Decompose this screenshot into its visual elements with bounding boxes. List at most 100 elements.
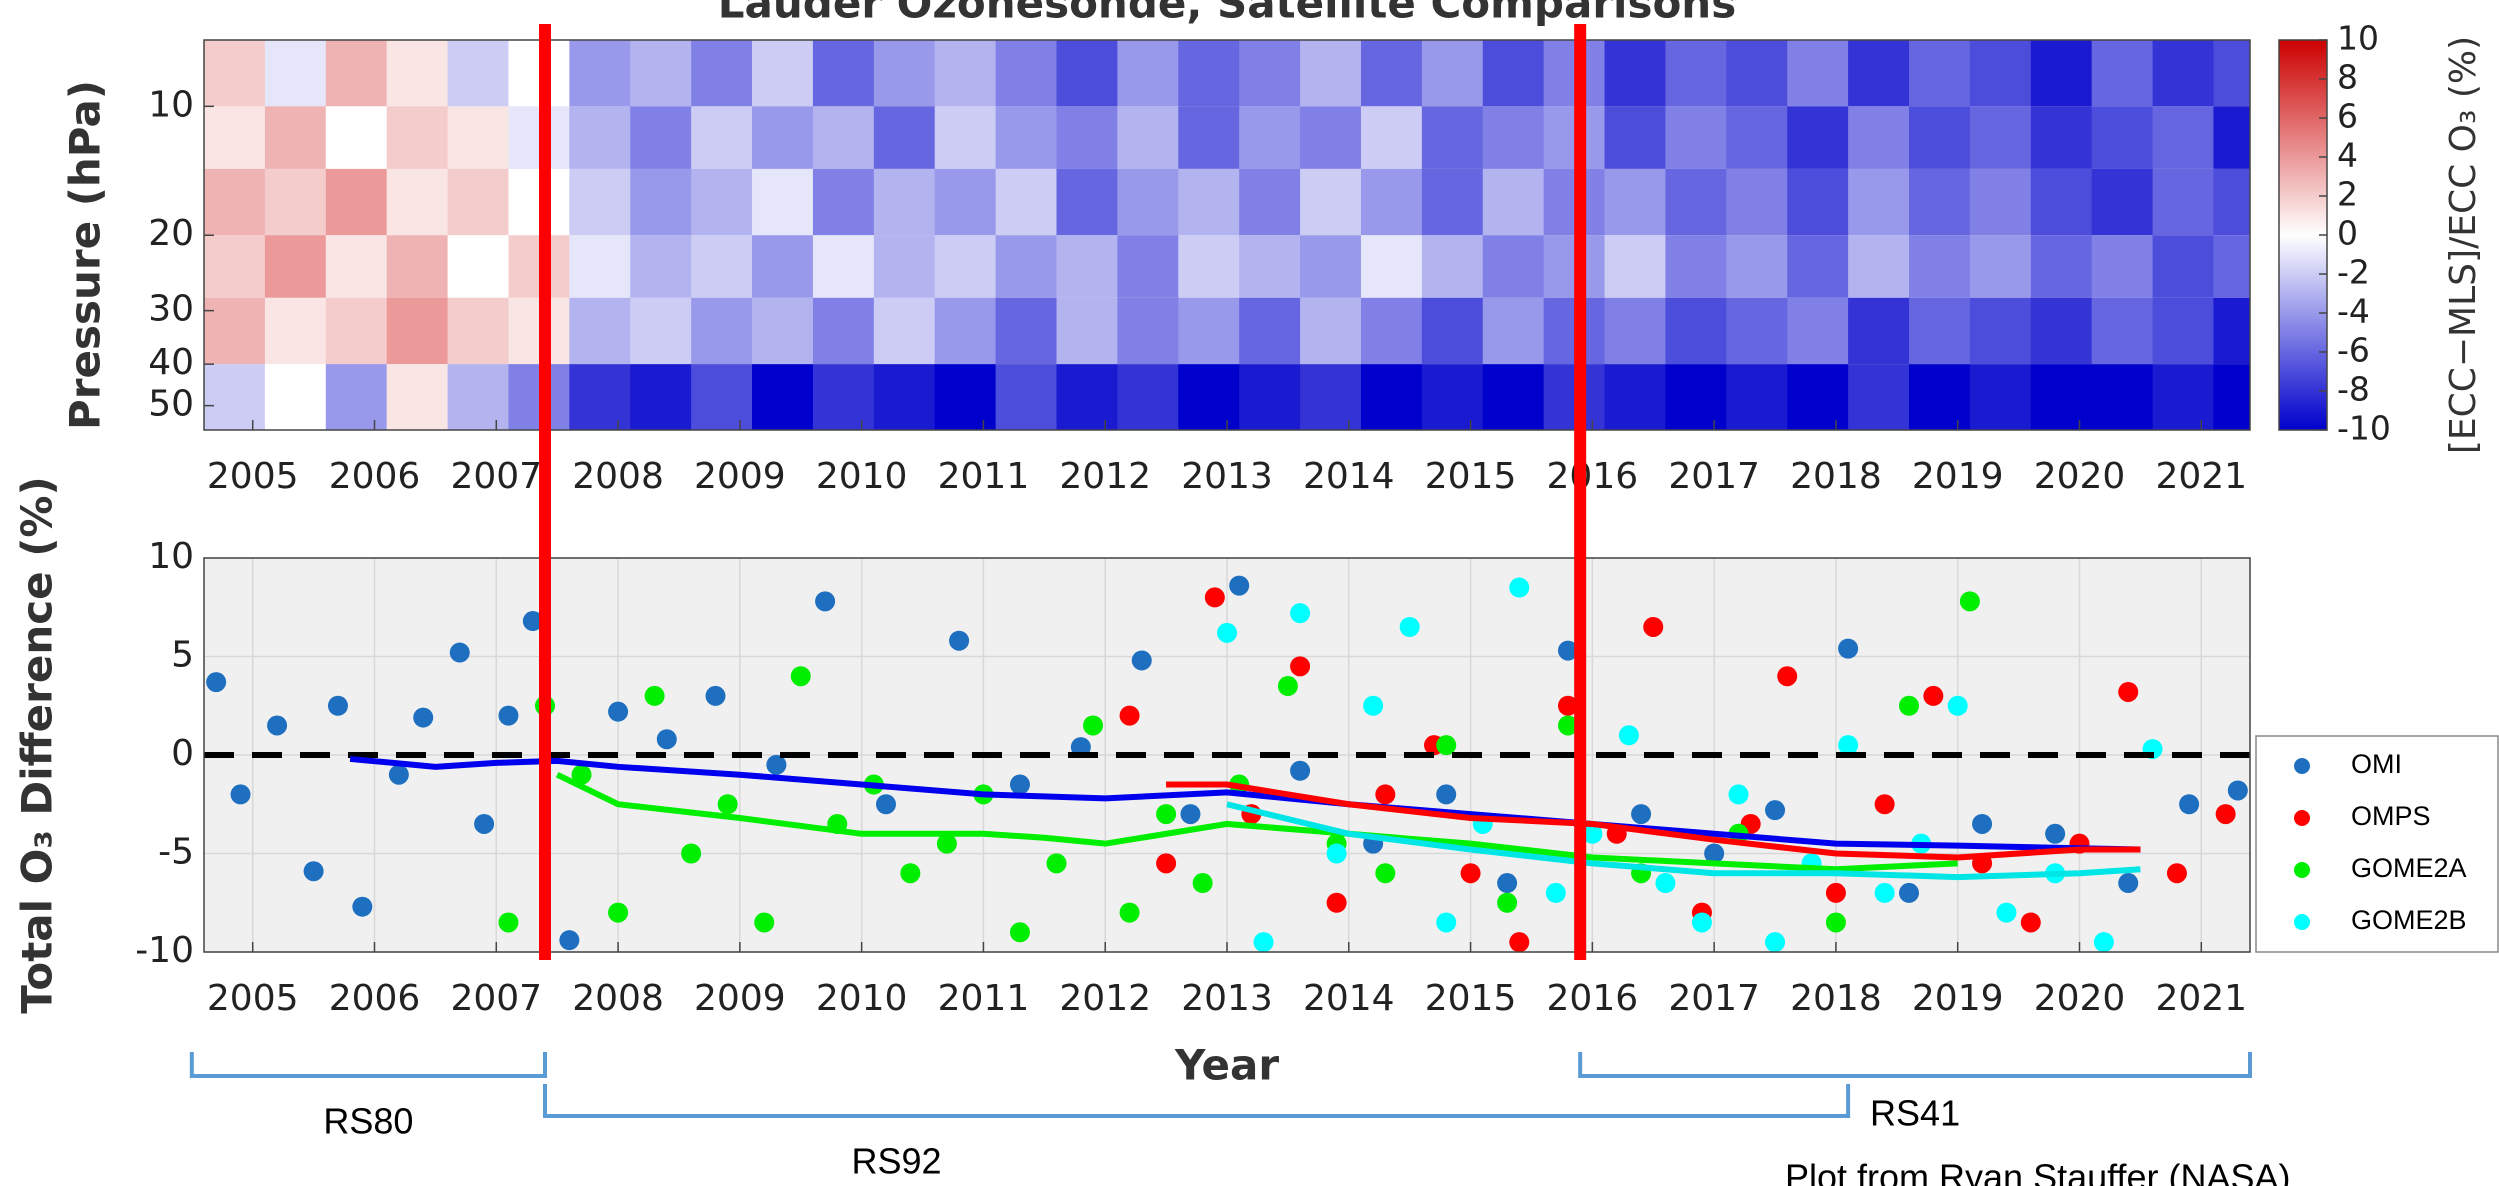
y-tick-label: 10 bbox=[148, 84, 194, 125]
colorbar-tick-label: 10 bbox=[2337, 19, 2379, 58]
heatmap-cell bbox=[1421, 364, 1484, 430]
heatmap-cell bbox=[1787, 297, 1849, 365]
x-tick-label: 2005 bbox=[207, 978, 299, 1019]
x-tick-label: 2013 bbox=[1181, 456, 1273, 497]
heatmap-cell bbox=[325, 297, 388, 365]
heatmap-cell bbox=[1300, 106, 1362, 169]
y-tick-label: 10 bbox=[148, 536, 194, 577]
data-point bbox=[1509, 577, 1530, 598]
heatmap-cell bbox=[1726, 235, 1788, 298]
heatmap-cell bbox=[2091, 168, 2154, 236]
data-point bbox=[1204, 587, 1225, 608]
data-point bbox=[1156, 853, 1177, 874]
y-tick-label: 40 bbox=[148, 342, 194, 383]
data-point bbox=[2179, 794, 2200, 815]
heatmap-cell bbox=[2030, 168, 2093, 236]
span-label: RS41 bbox=[1870, 1093, 1960, 1134]
heatmap-cell bbox=[1421, 168, 1484, 236]
heatmap-cell bbox=[1239, 40, 1301, 107]
data-point bbox=[1996, 902, 2017, 923]
heatmap-cell bbox=[2030, 297, 2093, 365]
heatmap-cell bbox=[447, 40, 509, 107]
heatmap-cell bbox=[873, 106, 936, 169]
heatmap-cell bbox=[264, 364, 327, 430]
heatmap-cell bbox=[630, 168, 692, 236]
heatmap-cell bbox=[1665, 40, 1727, 107]
data-point bbox=[1631, 804, 1652, 825]
heatmap-cell bbox=[1482, 168, 1545, 236]
heatmap-cell bbox=[1787, 235, 1849, 298]
data-point bbox=[206, 672, 227, 693]
heatmap-cell bbox=[752, 364, 814, 430]
heatmap-cell bbox=[1178, 297, 1240, 365]
x-tick-label: 2020 bbox=[2034, 456, 2126, 497]
data-point bbox=[1777, 666, 1798, 687]
data-point bbox=[754, 912, 775, 933]
y-tick-label: 20 bbox=[148, 213, 194, 254]
heatmap-cell bbox=[691, 297, 753, 365]
heatmap-cell bbox=[1909, 40, 1971, 107]
data-point bbox=[1436, 784, 1457, 805]
heatmap-cell bbox=[1482, 106, 1545, 169]
heatmap-cell bbox=[1665, 168, 1727, 236]
y-tick-label: 0 bbox=[171, 733, 194, 774]
heatmap-cell bbox=[995, 297, 1057, 365]
data-point bbox=[876, 794, 896, 815]
heatmap-cell bbox=[812, 235, 875, 298]
heatmap-cell bbox=[630, 364, 692, 430]
heatmap-cell bbox=[1787, 40, 1849, 107]
heatmap-cell bbox=[1909, 364, 1971, 430]
heatmap-cell bbox=[1239, 235, 1301, 298]
y-tick-label: -10 bbox=[135, 930, 194, 971]
heatmap-cell bbox=[812, 168, 875, 236]
heatmap-cell bbox=[1604, 235, 1666, 298]
data-point bbox=[2045, 823, 2066, 844]
heatmap-cell bbox=[1056, 364, 1118, 430]
heatmap-cell bbox=[569, 40, 631, 107]
heatmap-cell bbox=[447, 168, 509, 236]
heatmap-cell bbox=[1056, 235, 1118, 298]
y-axis-label: Pressure (hPa) bbox=[61, 80, 110, 430]
colorbar-tick-label: 2 bbox=[2337, 175, 2358, 214]
heatmap-cell bbox=[2152, 40, 2214, 107]
x-tick-label: 2012 bbox=[1059, 978, 1151, 1019]
heatmap-cell bbox=[1421, 235, 1484, 298]
heatmap-cell bbox=[204, 168, 266, 236]
heatmap-cell bbox=[1239, 297, 1301, 365]
legend-marker bbox=[2294, 914, 2310, 930]
data-point bbox=[1131, 650, 1152, 671]
data-point bbox=[815, 591, 836, 612]
data-point bbox=[2020, 912, 2041, 933]
data-point bbox=[608, 902, 629, 923]
colorbar-label: [ECC−MLS]/ECC O₃ (%) bbox=[2443, 36, 2484, 454]
data-point bbox=[1558, 640, 1578, 661]
data-point bbox=[1728, 784, 1749, 805]
heatmap-cell bbox=[752, 168, 814, 236]
data-point bbox=[1217, 622, 1237, 643]
y-tick-label: 50 bbox=[148, 384, 194, 425]
data-point bbox=[608, 701, 629, 722]
data-point bbox=[1156, 804, 1177, 825]
x-tick-label: 2008 bbox=[572, 456, 664, 497]
data-point bbox=[1119, 902, 1140, 923]
heatmap-cell bbox=[2091, 40, 2154, 107]
x-tick-label: 2006 bbox=[329, 456, 421, 497]
data-point bbox=[1180, 804, 1201, 825]
heatmap-cell bbox=[995, 235, 1057, 298]
legend-marker bbox=[2294, 758, 2310, 774]
data-point bbox=[1899, 695, 1919, 716]
legend-label: GOME2B bbox=[2351, 905, 2467, 935]
heatmap-cell bbox=[752, 235, 814, 298]
heatmap-cell bbox=[1909, 106, 1971, 169]
data-point bbox=[1582, 823, 1603, 844]
heatmap-cell bbox=[1056, 106, 1118, 169]
data-point bbox=[1253, 932, 1274, 953]
heatmap-cell bbox=[569, 364, 631, 430]
data-point bbox=[1838, 638, 1859, 659]
colorbar-tick-label: -8 bbox=[2337, 370, 2370, 409]
heatmap-cell bbox=[447, 364, 509, 430]
heatmap-cell bbox=[1787, 168, 1849, 236]
legend-marker bbox=[2294, 810, 2310, 826]
heatmap-cell bbox=[1178, 40, 1240, 107]
heatmap-cell bbox=[934, 297, 997, 365]
